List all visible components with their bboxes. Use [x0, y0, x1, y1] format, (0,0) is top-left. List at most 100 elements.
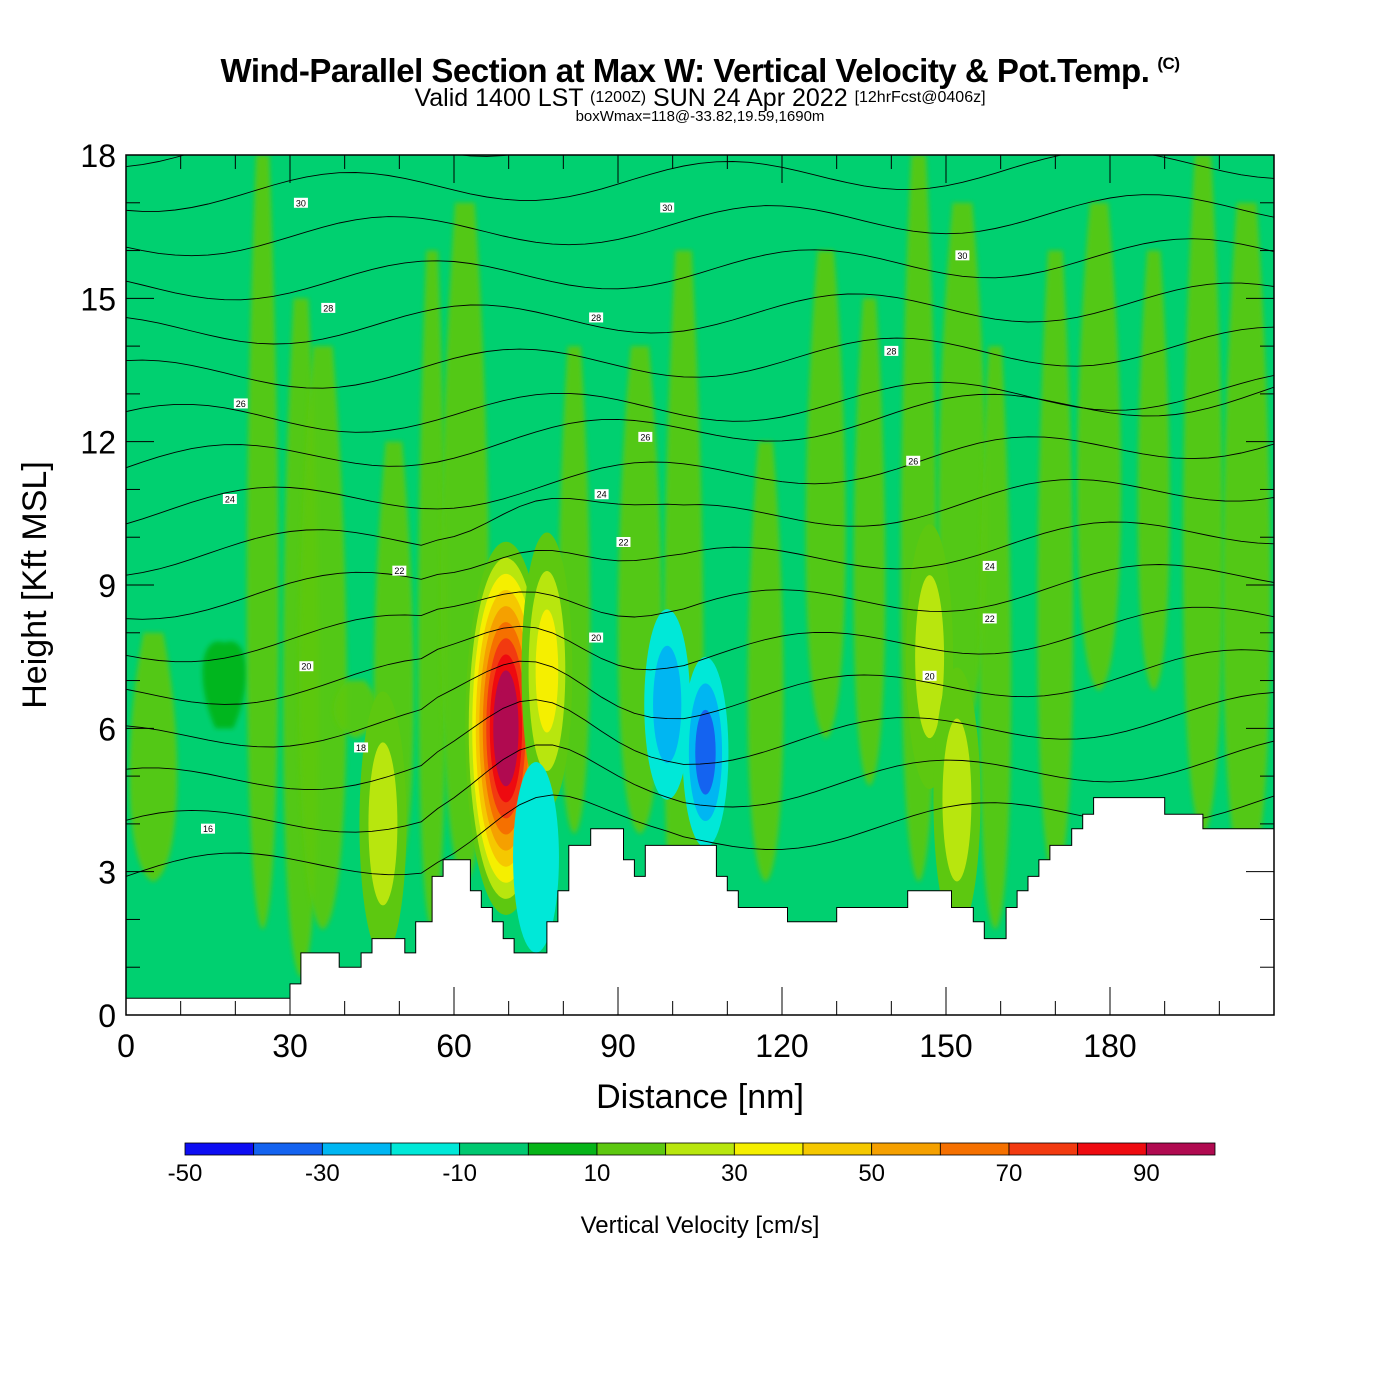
pot-temp-label-text: 22 — [618, 538, 628, 548]
pot-temp-label: 20 — [299, 661, 314, 672]
pot-temp-label-box — [293, 197, 308, 208]
colorbar-tick-label: 30 — [721, 1160, 748, 1187]
x-axis: 0 30 60 90 120 150 180 — [117, 155, 1275, 1064]
velocity-streak — [202, 641, 247, 729]
pot-temp-label-box — [589, 632, 604, 643]
pot-temp-label-box — [222, 494, 237, 504]
pot-temp-contour-line — [126, 238, 1274, 301]
colorbar-swatch — [459, 1142, 529, 1156]
pot-temp-label-text: 24 — [985, 561, 995, 571]
pot-temp-label: 26 — [638, 431, 653, 442]
velocity-streak — [979, 346, 1012, 930]
forecast-info: [12hrFcst@0406z] — [854, 89, 986, 106]
pot-temp-contour-line — [126, 649, 1274, 748]
valid-text: Valid 1400 LST — [414, 84, 584, 112]
colorbar-swatch — [802, 1142, 873, 1156]
pot-temp-label-box — [299, 661, 314, 672]
colorbar-title: Vertical Velocity [cm/s] — [581, 1212, 820, 1239]
x-tick-label: 150 — [919, 1028, 972, 1064]
downdraft-cell-level — [695, 709, 716, 795]
y-axis: 0 3 6 9 12 15 18 — [80, 138, 1274, 1034]
pot-temp-contour-line — [126, 521, 1274, 620]
colorbar-swatch — [1077, 1142, 1147, 1156]
pot-temp-label-text: 28 — [591, 313, 601, 323]
pot-temp-label: 22 — [982, 613, 997, 624]
pot-temp-label-text: 22 — [985, 614, 995, 624]
pot-temp-contour-line — [126, 326, 1274, 389]
pot-temp-label-text: 18 — [356, 743, 366, 753]
velocity-streak — [298, 346, 347, 930]
pot-temp-label: 20 — [922, 670, 937, 681]
pot-temp-label-box — [321, 302, 336, 313]
updraft-cell-level — [535, 609, 559, 733]
pot-temp-label: 30 — [293, 197, 308, 208]
velocity-streak — [1137, 250, 1170, 691]
pot-temp-label-box — [906, 455, 921, 466]
pot-temp-label: 30 — [660, 202, 675, 213]
x-tick-label: 90 — [600, 1028, 636, 1064]
updraft-cell-level — [915, 575, 945, 739]
box-max-info: boxWmax=118@-33.82,19.59,1690m — [575, 108, 825, 125]
pot-temp-label-text: 30 — [957, 251, 967, 261]
velocity-streak — [129, 632, 178, 882]
pot-temp-label: 26 — [906, 455, 921, 466]
pot-temp-label-text: 28 — [886, 346, 896, 356]
x-axis-title: Distance [nm] — [596, 1078, 804, 1116]
colorbar-swatch — [939, 1142, 1010, 1156]
y-tick-label: 9 — [98, 568, 116, 604]
pot-temp-label-box — [201, 823, 215, 834]
pot-temp-label-text: 24 — [597, 490, 607, 500]
chart-title-text: Wind-Parallel Section at Max W: Vertical… — [220, 52, 1150, 89]
colorbar-swatch — [1145, 1142, 1216, 1156]
colorbar-tick-label: -50 — [168, 1160, 203, 1187]
pot-temp-label-text: 22 — [394, 566, 404, 576]
pot-temp-contour-line — [126, 155, 1274, 212]
pot-temp-label: 24 — [982, 560, 997, 571]
pot-temp-label: 20 — [589, 632, 604, 643]
pot-temp-label-text: 28 — [323, 303, 333, 313]
pot-temp-label-box — [922, 670, 937, 681]
pot-temp-label-text: 20 — [591, 633, 601, 643]
pot-temp-label-text: 26 — [640, 432, 650, 442]
pot-temp-label-box — [955, 250, 970, 261]
velocity-streak — [418, 250, 447, 930]
pot-temp-label-text: 26 — [908, 456, 918, 466]
pot-temp-contour-line — [126, 606, 1274, 705]
pot-temp-label-box — [392, 565, 407, 576]
colorbar-swatch — [527, 1142, 598, 1156]
updraft-cell-level — [368, 742, 398, 906]
colorbar-swatch — [1008, 1142, 1079, 1156]
pot-temp-label-text: 24 — [225, 495, 235, 505]
pot-temp-label: 24 — [222, 494, 237, 505]
pot-temp-contour-labels: 30 30 30 28 28 28 26 26 26 24 24 24 22 22 22 20 20 20 18 16 — [201, 197, 997, 834]
pot-temp-label: 18 — [354, 742, 369, 753]
pot-temp-label-box — [589, 312, 604, 323]
pot-temp-label-text: 26 — [236, 399, 246, 409]
velocity-streak — [246, 155, 279, 930]
y-tick-label: 15 — [80, 281, 116, 317]
y-tick-label: 12 — [80, 425, 116, 461]
colorbar-tick-label: 50 — [858, 1160, 885, 1187]
updraft-cell-level — [500, 702, 512, 755]
velocity-streak — [747, 441, 784, 882]
pot-temp-contour-line — [126, 436, 1274, 525]
pot-temp-contour-line — [126, 478, 1274, 576]
pot-temp-contour-line — [126, 374, 1274, 433]
x-tick-label: 120 — [755, 1028, 808, 1064]
y-tick-label: 6 — [98, 711, 116, 747]
downdraft-cell-level — [653, 645, 682, 764]
y-tick-label: 3 — [98, 855, 116, 891]
pot-temp-label: 28 — [589, 312, 604, 323]
pot-temp-contour-line — [126, 740, 1274, 833]
updraft-cell-level — [942, 718, 972, 882]
pot-temp-contour-line — [126, 282, 1274, 345]
pot-temp-label-box — [660, 202, 675, 213]
colorbar-tick-label: 10 — [584, 1160, 611, 1187]
pot-temp-label-box — [233, 398, 248, 409]
copyright-mark: (C) — [1157, 54, 1180, 73]
valid-utc: (1200Z) — [590, 89, 647, 106]
pot-temp-label-text: 20 — [925, 671, 935, 681]
pot-temp-label: 26 — [233, 398, 248, 409]
pot-temp-label: 24 — [594, 489, 609, 500]
